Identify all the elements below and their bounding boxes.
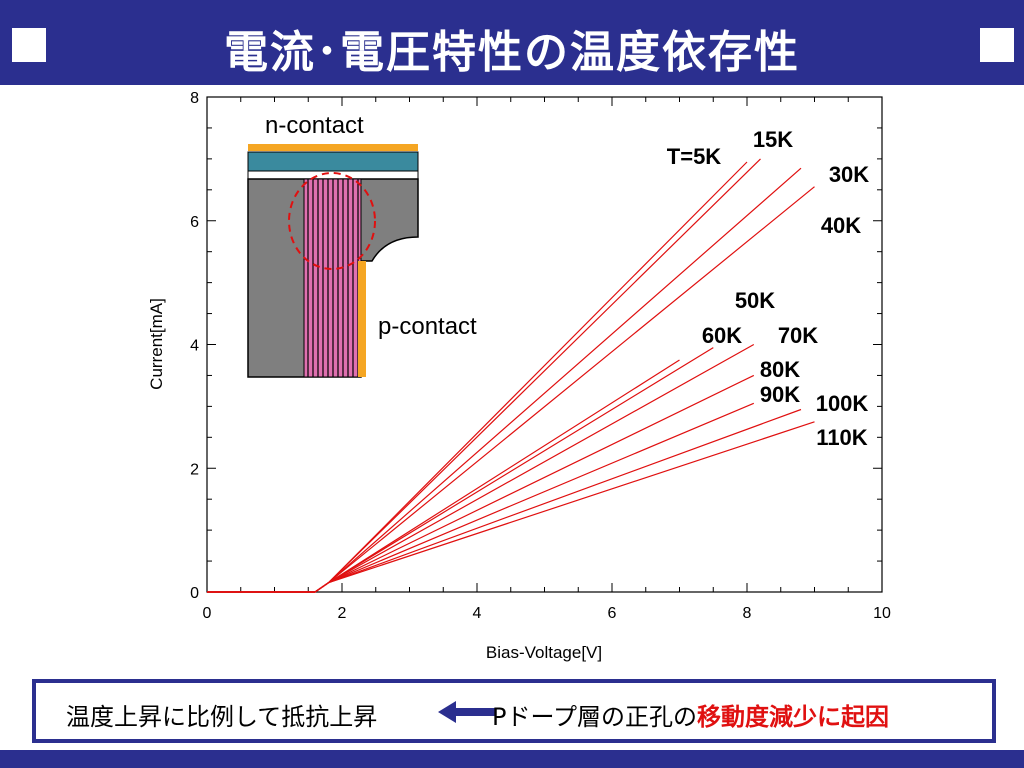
curve-100k: [207, 408, 802, 593]
y-tick-label: 4: [190, 338, 199, 355]
p-contact-bar: [358, 261, 366, 377]
series-label-15k: 15K: [753, 127, 793, 152]
title-bar: 電流･電圧特性の温度依存性: [0, 0, 1024, 85]
series-label-70k: 70K: [778, 323, 818, 348]
x-tick-label: 4: [473, 605, 482, 622]
caption-box: 温度上昇に比例して抵抗上昇 Pドープ層の正孔の移動度減少に起因: [32, 679, 996, 743]
x-tick-label: 6: [608, 605, 617, 622]
n-contact-label: n-contact: [265, 112, 364, 139]
curve-50k: [207, 359, 680, 593]
axis-ticks: [206, 96, 883, 593]
curve-80k: [207, 374, 755, 593]
x-tick-label: 0: [203, 605, 212, 622]
series-label-40k: 40K: [821, 213, 861, 238]
n-layer: [247, 151, 419, 172]
series-label-t-5k: T=5K: [667, 144, 722, 169]
caption-right-prefix: Pドープ層の正孔の: [492, 703, 698, 731]
x-axis-label: Bias-Voltage[V]: [486, 643, 602, 662]
caption-right-text: Pドープ層の正孔の移動度減少に起因: [492, 697, 889, 732]
series-label-100k: 100K: [816, 391, 869, 416]
pixel-stripes: [307, 179, 359, 377]
n-contact-bar: [248, 144, 418, 151]
y-tick-label: 8: [190, 90, 199, 107]
device-schematic: n-contact p-contact: [247, 112, 477, 378]
axis-tick-labels: 0 2 4 6 8 10 0 2 4 6 8: [190, 90, 891, 622]
x-tick-label: 2: [338, 605, 347, 622]
series-label-80k: 80K: [760, 357, 800, 382]
x-tick-label: 8: [743, 605, 752, 622]
x-tick-label: 10: [873, 605, 891, 622]
caption-left-text: 温度上昇に比例して抵抗上昇: [66, 703, 378, 731]
y-tick-label: 6: [190, 214, 199, 231]
title-square-right-icon: [980, 28, 1014, 62]
left-arrow-icon: [438, 701, 496, 723]
y-tick-label: 0: [190, 585, 199, 602]
series-label-50k: 50K: [735, 288, 775, 313]
highlight-circle: [288, 172, 376, 270]
caption-highlight: 移動度減少に起因: [697, 703, 890, 731]
series-label-90k: 90K: [760, 382, 800, 407]
slide-title: 電流･電圧特性の温度依存性: [224, 27, 800, 78]
series-label-60k: 60K: [702, 323, 742, 348]
iv-chart: 0 2 4 6 8 10 0 2 4 6 8 Bias-Voltage[V] Current[mA]…: [147, 90, 891, 662]
title-square-left-icon: [12, 28, 46, 62]
series-label-30k: 30K: [829, 162, 869, 187]
curves: [207, 158, 815, 593]
footer-bar: [0, 750, 1024, 768]
curve-110k: [207, 421, 815, 593]
p-contact-label: p-contact: [378, 313, 477, 340]
curve-70k: [207, 343, 755, 593]
spacer-layer: [247, 170, 419, 180]
y-axis-label: Current[mA]: [147, 298, 166, 390]
series-label-110k: 110K: [816, 425, 867, 450]
y-tick-label: 2: [190, 461, 199, 478]
